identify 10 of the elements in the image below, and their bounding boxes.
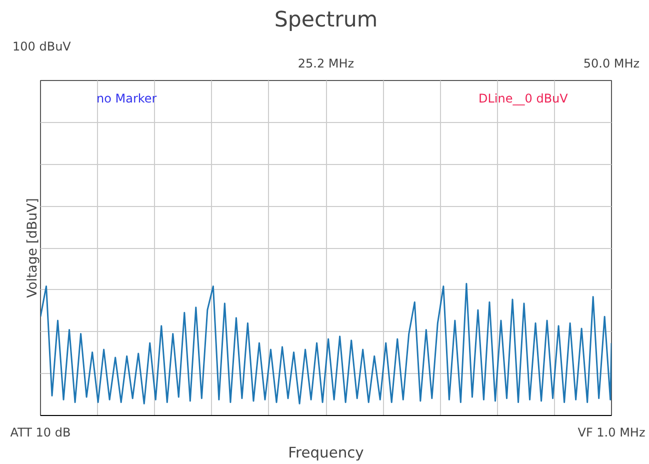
x-tick-label: 25.2 MHz [298,56,354,70]
x-tick-label: 50.0 MHz [583,56,640,70]
x-axis-title: Frequency [288,444,364,462]
text: DLine__0 dBuV [478,92,569,106]
text: no Marker [96,92,157,106]
text: 100 dBuV [12,40,72,54]
text: VF 1.0 MHz [578,426,646,440]
y-axis-title: Voltage [dBuV] [26,198,40,298]
text: ATT 10 dB [10,426,71,440]
chart-title: Spectrum [274,8,378,32]
